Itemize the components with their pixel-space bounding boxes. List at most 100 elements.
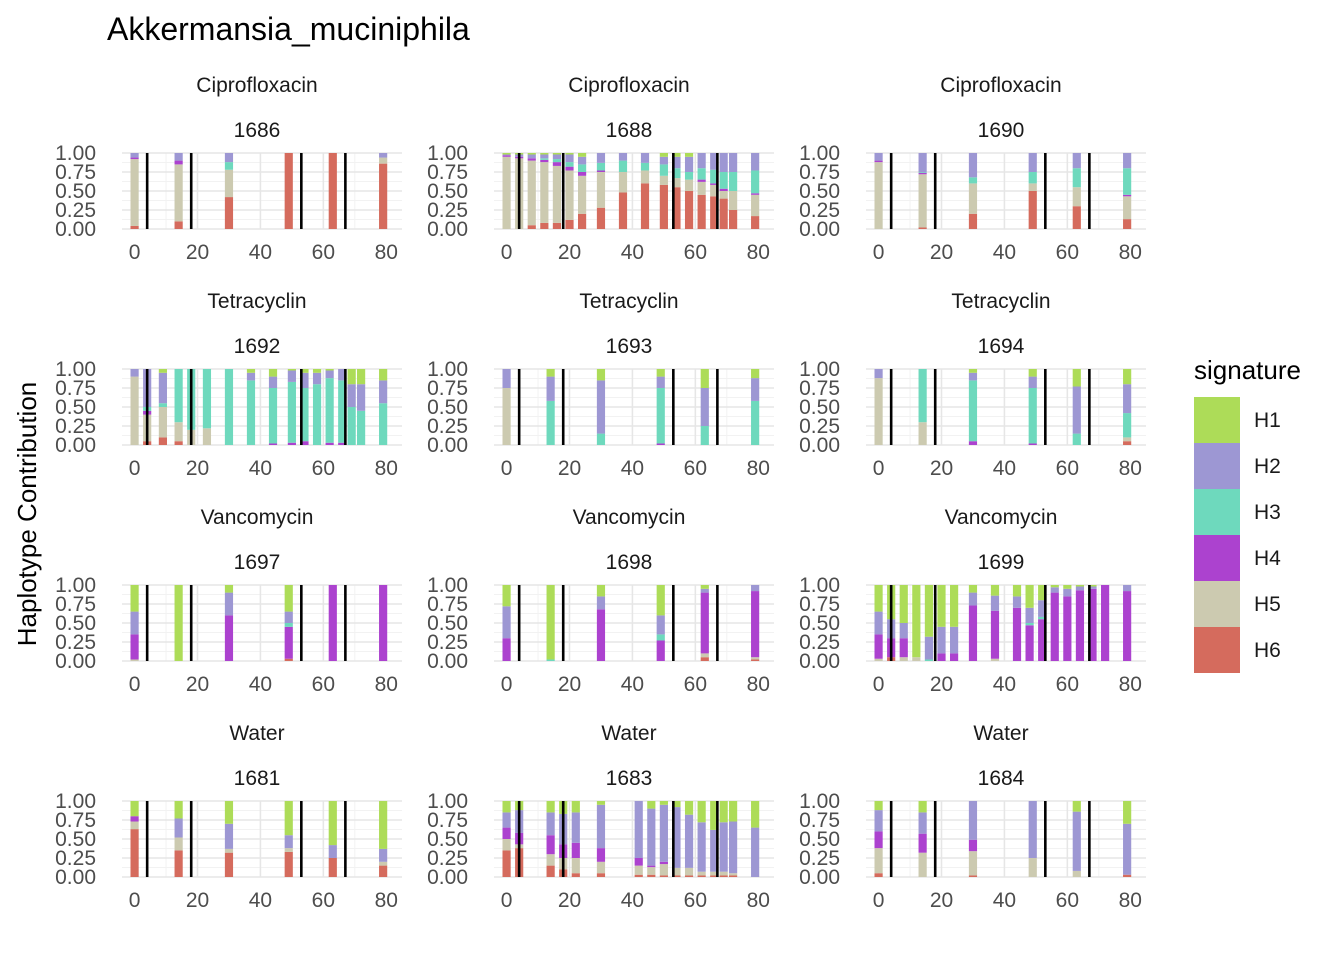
facet-strip-id: 1686 [234,119,281,142]
x-tick-label: 0 [873,889,885,912]
bar-segment-H1 [224,585,234,593]
bar-segment-H1 [174,801,183,819]
bar-segment-H1 [1088,585,1097,587]
bar-segment-H2 [379,848,388,862]
bar-stack-x79 [379,801,388,877]
facet-strip-id: 1697 [234,551,281,574]
y-tick-label: 0.25 [55,847,96,870]
bar-stack-x56 [1050,585,1059,661]
bar-segment-H2 [751,827,760,877]
y-tick-label: 0.00 [799,650,840,673]
x-tick-label: 80 [1119,889,1142,912]
panel-grid [122,152,402,230]
facet-panel-1699: Vancomycin 1699 0.000.250.500.751.00 0 20 40 6… [799,506,1146,696]
bar-segment-H6 [751,216,760,229]
bar-segment-H1 [578,153,587,157]
y-tick-label: 0.75 [799,593,840,616]
x-tick-label: 20 [186,457,209,480]
bar-segment-H6 [647,874,656,877]
bar-segment-H1 [357,369,366,385]
x-tick-label: 40 [993,889,1016,912]
bar-segment-H2 [287,370,296,382]
bar-segment-H3 [1028,388,1037,444]
facet-panel-1684: Water 1684 0.000.250.500.751.00 0 20 40 60 80 [799,722,1146,912]
y-tick-label: 0.00 [427,218,468,241]
bar-segment-H6 [284,658,293,661]
bar-segment-H1 [684,153,694,157]
bar-segment-H2 [710,153,719,170]
bar-segment-H6 [1123,874,1132,877]
bar-segment-H2 [659,804,668,862]
bar-segment-H5 [552,165,562,223]
bar-segment-H1 [246,369,256,373]
bar-stack-x0 [874,153,883,229]
x-tick-label: 0 [501,889,513,912]
bar-segment-H4 [174,160,183,165]
bar-stack-x63 [1072,801,1081,877]
bar-segment-H3 [1123,413,1132,438]
bar-segment-H4 [224,615,234,661]
bar-segment-H1 [874,585,883,612]
bar-stack-x63 [700,585,709,661]
x-tick-label: 80 [375,673,398,696]
y-tick-label: 1.00 [427,790,468,813]
bar-segment-H1 [546,801,555,813]
y-tick-label: 0.00 [427,434,468,457]
bar-segment-H4 [719,188,728,191]
x-tick-label: 40 [249,889,272,912]
bar-segment-H4 [502,827,511,839]
y-tick-label: 1.00 [427,574,468,597]
bar-segment-H2 [874,369,883,379]
bar-segment-H6 [697,194,706,229]
bar-segment-H6 [158,437,167,445]
bar-segment-H5 [202,428,212,445]
y-tick-label: 0.50 [427,612,468,635]
bar-segment-H4 [565,166,574,171]
x-tick-label: 0 [129,889,141,912]
bar-segment-H6 [174,221,183,229]
bar-segment-H5 [672,867,681,876]
y-tick-label: 0.00 [799,434,840,457]
bar-segment-H5 [502,388,511,445]
bar-segment-H1 [268,369,278,377]
bar-segment-H6 [968,875,978,877]
facet-strip-id: 1681 [234,767,281,790]
bar-segment-H4 [578,172,587,176]
bar-segment-H5 [130,821,139,830]
bar-segment-H6 [546,865,555,877]
bar-segment-H5 [174,164,183,222]
bar-stack-x49 [1028,153,1037,229]
bar-segment-H2 [1072,811,1081,871]
bar-segment-H1 [937,585,946,627]
panel-bars [874,801,1132,877]
bar-segment-H6 [540,222,549,229]
bar-segment-H3 [1025,623,1034,626]
bar-segment-H4 [552,162,562,166]
bar-segment-H3 [596,433,606,445]
bar-segment-H6 [1123,441,1132,445]
bar-segment-H4 [874,831,883,849]
bar-segment-H5 [130,376,139,445]
x-tick-label: 40 [249,241,272,264]
bar-segment-H2 [659,156,668,165]
bar-segment-H4 [968,605,978,661]
bar-segment-H4 [937,653,946,661]
bar-stack-x37 [990,585,1000,661]
bar-segment-H5 [672,178,681,188]
bar-segment-H2 [502,154,511,156]
bar-segment-H4 [130,634,139,660]
bar-segment-H2 [700,388,709,426]
chart-title: Akkermansia_muciniphila [107,11,470,47]
legend-swatch [1194,535,1240,581]
bar-segment-H4 [751,591,760,658]
bar-segment-H4 [300,441,309,445]
bar-segment-H2 [729,153,738,172]
bar-segment-H1 [751,369,760,379]
bar-stack-x14 [546,585,555,661]
bar-segment-H1 [684,801,694,815]
bar-segment-H5 [700,653,709,658]
y-tick-label: 1.00 [427,142,468,165]
bar-segment-H4 [656,640,665,661]
bar-stack-x30 [224,801,234,877]
bar-segment-H6 [684,875,694,877]
